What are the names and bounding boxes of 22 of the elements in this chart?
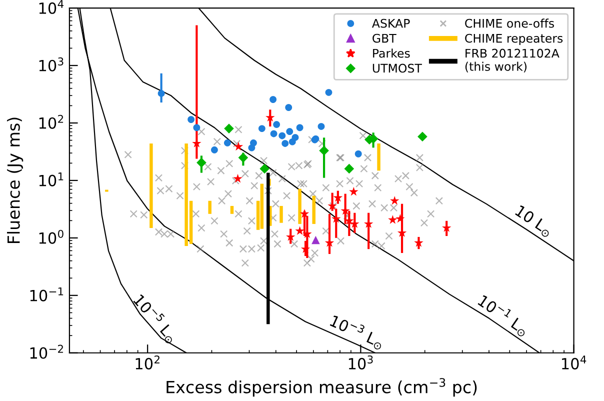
x-tick-label: 10$^{4}$ <box>562 356 586 370</box>
legend-label: CHIME repeaters <box>465 34 563 46</box>
x-tick-label: 10$^{3}$ <box>348 355 373 370</box>
y-tick-label: 10$^{−2}$ <box>30 344 63 359</box>
legend-label: FRB 20121102A (this work) <box>465 48 560 72</box>
legend-label: ASKAP <box>372 18 410 28</box>
text: 10$^{−3}$ L$_{⊙}$ <box>328 312 386 351</box>
legend-label: GBT <box>372 34 396 43</box>
x-tick-label: 10$^{2}$ <box>136 355 160 370</box>
y-tick-label: 10$^{2}$ <box>39 114 64 129</box>
y-tick-label: 10$^{0}$ <box>39 230 64 244</box>
y-axis-title: Fluence (Jy ms) <box>7 118 24 243</box>
y-tick-label: 10$^{−1}$ <box>30 287 64 302</box>
y-tick-label: 10$^{3}$ <box>39 57 64 72</box>
text: 10$^{−1}$ L$_{⊙}$ <box>476 292 532 338</box>
legend-label: CHIME one-offs <box>465 18 554 28</box>
legend-label: UTMOST <box>372 64 422 73</box>
legend-label: Parkes <box>373 48 410 58</box>
text: 10 L$_{⊙}$ <box>513 204 554 238</box>
x-axis-title: Excess dispersion measure (cm$^{−3}$ pc) <box>166 378 477 397</box>
y-tick-label: 10$^{1}$ <box>39 172 64 186</box>
y-tick-label: 10$^{4}$ <box>39 0 64 14</box>
